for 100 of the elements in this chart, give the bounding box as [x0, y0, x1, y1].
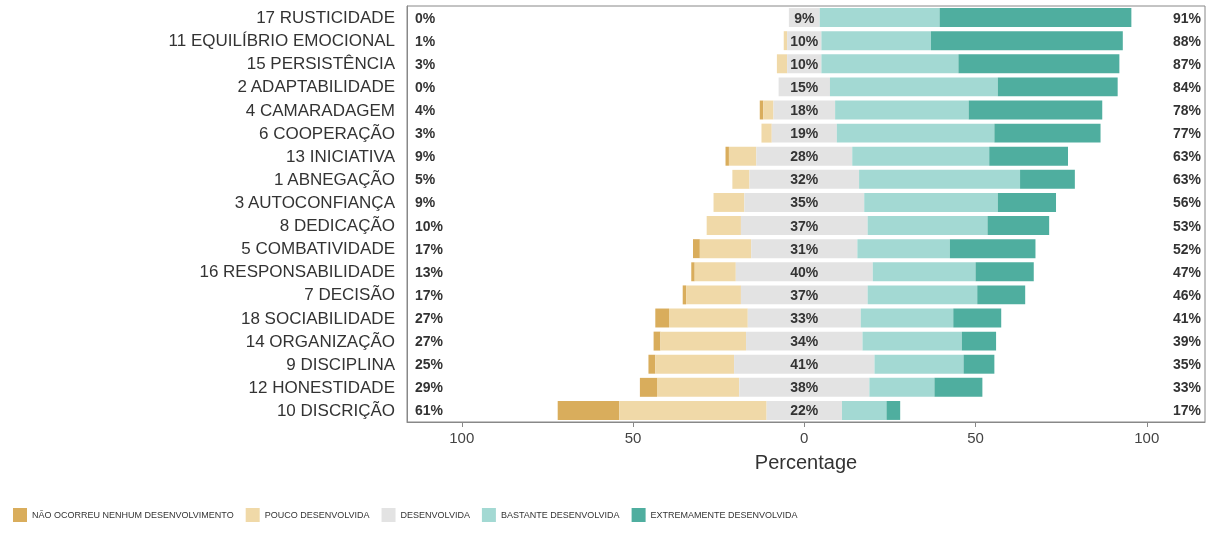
x-tick-label: 50	[624, 429, 642, 446]
bar	[713, 192, 745, 212]
annotation: 0%	[415, 78, 436, 95]
annotation: 91%	[1172, 9, 1202, 26]
data-label: 32%	[790, 171, 819, 188]
bar	[740, 285, 868, 305]
bar	[740, 216, 868, 236]
y-tick-label: 12 HONESTIDADE	[248, 377, 395, 397]
legend-label: DESENVOLVIDA	[400, 510, 470, 520]
data-label: 37%	[790, 286, 819, 303]
bar	[821, 54, 959, 74]
bar	[835, 100, 969, 120]
bar	[968, 100, 1103, 120]
bar	[841, 400, 887, 420]
bar	[857, 239, 950, 259]
annotation: 5%	[415, 171, 436, 188]
data-label: 10%	[790, 32, 819, 49]
annotation: 53%	[1172, 217, 1202, 234]
annotation: 46%	[1172, 286, 1202, 303]
legend-label: POUCO DESENVOLVIDA	[264, 510, 370, 520]
bar	[746, 331, 863, 351]
bar	[639, 377, 658, 397]
legend-label: BASTANTE DESENVOLVIDA	[500, 510, 620, 520]
y-tick-label: 8 DEDICAÇÃO	[279, 216, 395, 236]
x-tick-label: 0	[800, 429, 809, 446]
bar	[987, 216, 1050, 236]
annotation: 13%	[415, 263, 444, 280]
bar	[655, 354, 735, 374]
bar	[761, 123, 772, 143]
annotation: 35%	[1172, 356, 1202, 373]
annotation: 29%	[415, 379, 444, 396]
x-tick-label: 100	[1134, 429, 1160, 446]
data-label: 35%	[790, 194, 819, 211]
bar	[821, 31, 932, 51]
x-tick-label: 100	[449, 429, 475, 446]
annotation: 47%	[1172, 263, 1202, 280]
y-tick-label: 7 DECISÃO	[304, 285, 395, 305]
legend-label: EXTREMAMENTE DESENVOLVIDA	[650, 510, 798, 520]
bar	[744, 192, 865, 212]
bar	[655, 308, 669, 328]
bar	[886, 400, 901, 420]
annotation: 33%	[1172, 379, 1202, 396]
bar	[874, 354, 964, 374]
bar	[836, 123, 995, 143]
data-label: 41%	[790, 356, 819, 373]
bar	[619, 400, 767, 420]
bar	[869, 377, 935, 397]
bar	[989, 146, 1068, 166]
bar	[977, 285, 1026, 305]
annotation: 17%	[415, 286, 444, 303]
bar	[867, 285, 978, 305]
x-axis-title: Percentage	[754, 451, 858, 473]
annotation: 9%	[415, 148, 436, 165]
annotation: 27%	[415, 310, 444, 326]
data-label: 34%	[790, 333, 819, 350]
data-label: 38%	[790, 379, 819, 396]
annotation: 27%	[415, 333, 444, 350]
annotation: 88%	[1172, 32, 1202, 49]
annotation: 17%	[1172, 402, 1202, 419]
bar	[939, 8, 1132, 28]
data-label: 31%	[790, 240, 819, 257]
annotation: 3%	[415, 55, 436, 72]
bar	[660, 331, 747, 351]
bar	[728, 146, 757, 166]
x-tick-label: 50	[967, 429, 984, 446]
bar	[776, 54, 788, 74]
bar	[934, 377, 983, 397]
data-label: 19%	[790, 125, 819, 142]
data-label: 37%	[790, 217, 819, 234]
data-label: 40%	[790, 263, 819, 280]
bar	[732, 169, 750, 189]
bar	[997, 77, 1118, 97]
bar	[931, 31, 1123, 51]
y-tick-label: 14 ORGANIZAÇÃO	[245, 331, 395, 351]
bar	[953, 308, 1002, 328]
y-tick-label: 6 COOPERAÇÃO	[258, 123, 395, 143]
bar	[739, 377, 870, 397]
data-label: 28%	[790, 148, 819, 165]
bar	[963, 354, 995, 374]
bar	[706, 216, 741, 236]
bar	[686, 285, 741, 305]
bar	[819, 8, 940, 28]
bar	[749, 169, 860, 189]
bar	[734, 354, 875, 374]
bar	[975, 262, 1034, 282]
bar	[829, 77, 998, 97]
bar	[872, 262, 976, 282]
y-tick-label: 9 DISCIPLINA	[286, 354, 396, 374]
bar	[669, 308, 748, 328]
bar	[997, 192, 1057, 212]
annotation: 78%	[1172, 102, 1202, 118]
y-tick-label: 2 ADAPTABILIDADE	[237, 77, 395, 97]
y-tick-label: 18 SOCIABILIDADE	[240, 308, 395, 328]
bar	[961, 331, 997, 351]
y-tick-label: 17 RUSTICIDADE	[256, 8, 395, 28]
bar	[1020, 169, 1075, 189]
data-label: 33%	[790, 310, 819, 326]
y-tick-label: 15 PERSISTÊNCIA	[246, 54, 396, 74]
data-label: 15%	[790, 78, 819, 95]
bar	[862, 331, 962, 351]
